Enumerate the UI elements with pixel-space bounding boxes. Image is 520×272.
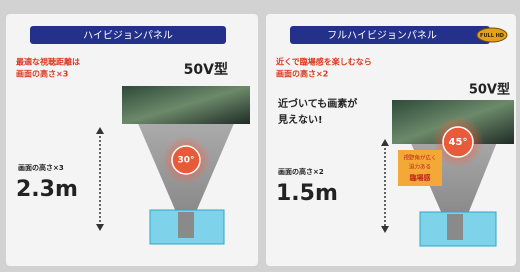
angle: 45° bbox=[449, 137, 468, 148]
panel-title: フルハイビジョンパネル bbox=[327, 30, 437, 42]
distance: 1.5m bbox=[276, 181, 338, 206]
screen-image bbox=[122, 86, 250, 124]
diagram: ハイビジョンパネル 最適な視聴距離は 画面の高さ×3 50V型 30° 画面の高… bbox=[0, 0, 520, 272]
note: 近くで臨場感を楽しむなら bbox=[276, 57, 372, 67]
distance-label: 画面の高さ×3 bbox=[18, 163, 64, 172]
distance: 2.3m bbox=[16, 177, 78, 202]
screen-size: 50V型 bbox=[184, 61, 228, 78]
note: 画面の高さ×3 bbox=[16, 69, 68, 79]
panel-title: ハイビジョンパネル bbox=[83, 30, 173, 42]
viewer bbox=[178, 212, 194, 238]
callout: 迫力ある bbox=[409, 163, 431, 171]
badge-text: FULL HD bbox=[480, 33, 504, 39]
angle: 30° bbox=[177, 156, 194, 166]
distance-label: 画面の高さ×2 bbox=[278, 167, 324, 176]
callout: 臨場感 bbox=[410, 173, 431, 182]
caption: 近づいても画素が bbox=[278, 97, 358, 110]
note: 最適な視聴距離は bbox=[16, 57, 80, 67]
callout: 視野角が広く bbox=[403, 154, 436, 162]
screen-size: 50V型 bbox=[469, 82, 510, 98]
note: 画面の高さ×2 bbox=[276, 69, 328, 79]
caption: 見えない! bbox=[277, 114, 323, 126]
viewer bbox=[447, 214, 463, 240]
